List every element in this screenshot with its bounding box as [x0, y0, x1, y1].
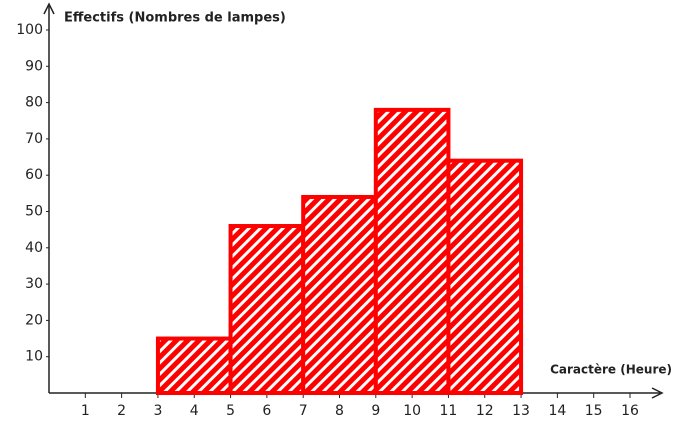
- x-tick-label: 15: [585, 403, 603, 419]
- y-tick-label: 30: [25, 276, 43, 292]
- x-axis-label: Caractère (Heure): [550, 363, 672, 377]
- y-tick-label: 90: [25, 58, 43, 74]
- x-tick-label: 14: [548, 403, 566, 419]
- x-tick-label: 3: [153, 403, 162, 419]
- y-tick-label: 70: [25, 131, 43, 147]
- x-tick-label: 11: [440, 403, 458, 419]
- y-tick-label: 100: [16, 22, 43, 38]
- bar: [155, 336, 233, 395]
- y-tick-label: 80: [25, 95, 43, 111]
- bar: [446, 158, 524, 395]
- x-tick-label: 8: [335, 403, 344, 419]
- x-tick-label: 4: [190, 403, 199, 419]
- bar: [301, 194, 378, 395]
- y-tick-label: 50: [25, 204, 43, 220]
- bar: [373, 107, 451, 396]
- x-tick-label: 7: [299, 403, 308, 419]
- y-axis-label: Effectifs (Nombres de lampes): [64, 11, 286, 26]
- y-tick-label: 40: [25, 240, 43, 256]
- x-tick-label: 2: [117, 403, 126, 419]
- y-tick-label: 20: [25, 312, 43, 328]
- x-axis-arrow: [651, 387, 664, 399]
- x-tick-label: 16: [621, 403, 639, 419]
- x-tick-label: 12: [476, 403, 494, 419]
- bar: [228, 224, 306, 395]
- y-tick-label: 60: [25, 167, 43, 183]
- x-tick-label: 5: [226, 403, 235, 419]
- x-tick-label: 1: [81, 403, 90, 419]
- x-tick-label: 13: [512, 403, 530, 419]
- x-tick-label: 9: [371, 403, 380, 419]
- y-axis-arrow: [43, 2, 55, 15]
- x-tick-label: 6: [262, 403, 271, 419]
- x-tick-label: 10: [403, 403, 421, 419]
- y-tick-label: 10: [25, 349, 43, 365]
